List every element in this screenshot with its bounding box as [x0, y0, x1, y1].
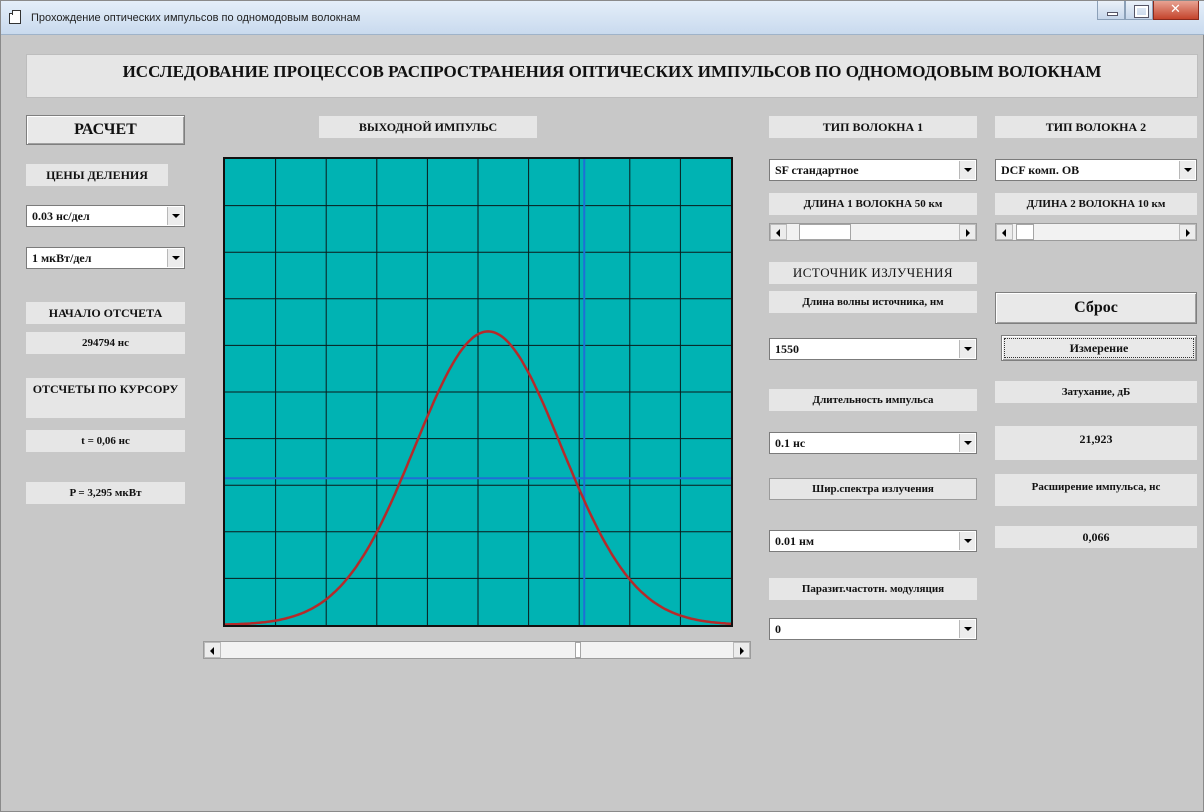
- fiber1-length-thumb[interactable]: [799, 224, 851, 240]
- window-controls: [1097, 1, 1199, 21]
- fiber1-label: ТИП ВОЛОКНА 1: [769, 116, 977, 138]
- fiber2-length-slider[interactable]: [995, 223, 1197, 241]
- chevron-down-icon[interactable]: [167, 207, 183, 225]
- chevron-down-icon[interactable]: [959, 434, 975, 452]
- fiber2-length-label: ДЛИНА 2 ВОЛОКНА 10 км: [995, 193, 1197, 215]
- attenuation-label: Затухание, дБ: [995, 381, 1197, 403]
- scroll-left-icon[interactable]: [770, 224, 787, 240]
- broadening-value: 0,066: [995, 526, 1197, 548]
- scroll-left-icon[interactable]: [204, 642, 221, 658]
- wavelength-select[interactable]: 1550: [769, 338, 977, 360]
- fiber2-length-thumb[interactable]: [1015, 224, 1034, 240]
- power-division-value: 1 мкВт/дел: [32, 251, 92, 265]
- attenuation-value: 21,923: [995, 426, 1197, 460]
- cursor-time-value: t = 0,06 нс: [26, 430, 185, 452]
- measure-button[interactable]: Измерение: [1001, 335, 1197, 361]
- spectrum-width-select[interactable]: 0.01 нм: [769, 530, 977, 552]
- fiber2-type-value: DCF комп. ОВ: [1001, 163, 1080, 177]
- cursor-power-value: P = 3,295 мкВт: [26, 482, 185, 504]
- chirp-select[interactable]: 0: [769, 618, 977, 640]
- reset-button[interactable]: Сброс: [995, 292, 1197, 324]
- chevron-down-icon[interactable]: [959, 620, 975, 638]
- scroll-right-icon[interactable]: [733, 642, 750, 658]
- fiber1-length-slider[interactable]: [769, 223, 977, 241]
- wavelength-label: Длина волны источника, нм: [769, 291, 977, 313]
- fiber1-type-value: SF стандартное: [775, 163, 859, 177]
- scroll-right-icon[interactable]: [959, 224, 976, 240]
- spectrum-width-value: 0.01 нм: [775, 534, 815, 548]
- duration-label: Длительность импульса: [769, 389, 977, 411]
- pulse-chart-svg: [225, 159, 732, 626]
- fiber1-type-select[interactable]: SF стандартное: [769, 159, 977, 181]
- time-scrollbar[interactable]: [203, 641, 751, 659]
- title-bar: Прохождение оптических импульсов по одно…: [1, 1, 1204, 35]
- fiber2-label: ТИП ВОЛОКНА 2: [995, 116, 1197, 138]
- time-division-value: 0.03 нс/дел: [32, 209, 90, 223]
- broadening-label: Расширение импульса, нс: [995, 474, 1197, 506]
- scroll-left-icon[interactable]: [996, 224, 1013, 240]
- calc-button[interactable]: РАСЧЕТ: [26, 115, 185, 145]
- chevron-down-icon[interactable]: [1179, 161, 1195, 179]
- power-division-select[interactable]: 1 мкВт/дел: [26, 247, 185, 269]
- source-label: ИСТОЧНИК ИЗЛУЧЕНИЯ: [769, 262, 977, 284]
- time-scrollbar-thumb[interactable]: [575, 642, 582, 658]
- origin-value: 294794 нс: [26, 332, 185, 354]
- chevron-down-icon[interactable]: [959, 532, 975, 550]
- plot-title: ВЫХОДНОЙ ИМПУЛЬС: [319, 116, 537, 138]
- app-window-icon: [9, 10, 21, 24]
- chevron-down-icon[interactable]: [959, 340, 975, 358]
- minimize-button[interactable]: [1097, 1, 1125, 20]
- window-title: Прохождение оптических импульсов по одно…: [31, 12, 361, 24]
- pulse-curve: [225, 330, 732, 626]
- chevron-down-icon[interactable]: [959, 161, 975, 179]
- chirp-value: 0: [775, 622, 781, 636]
- page-title: ИССЛЕДОВАНИЕ ПРОЦЕССОВ РАСПРОСТРАНЕНИЯ О…: [26, 54, 1198, 98]
- duration-select[interactable]: 0.1 нс: [769, 432, 977, 454]
- divisions-label: ЦЕНЫ ДЕЛЕНИЯ: [26, 164, 168, 186]
- chirp-label: Паразит.частотн. модуляция: [769, 578, 977, 600]
- close-button[interactable]: [1153, 1, 1199, 20]
- cursor-readout-label: ОТСЧЕТЫ ПО КУРСОРУ: [26, 378, 185, 418]
- duration-value: 0.1 нс: [775, 436, 806, 450]
- time-division-select[interactable]: 0.03 нс/дел: [26, 205, 185, 227]
- spectrum-width-label: Шир.спектра излучения: [769, 478, 977, 500]
- wavelength-value: 1550: [775, 342, 799, 356]
- origin-label: НАЧАЛО ОТСЧЕТА: [26, 302, 185, 324]
- pulse-plot[interactable]: [223, 157, 733, 627]
- chevron-down-icon[interactable]: [167, 249, 183, 267]
- fiber1-length-label: ДЛИНА 1 ВОЛОКНА 50 км: [769, 193, 977, 215]
- maximize-button[interactable]: [1125, 1, 1153, 20]
- fiber2-type-select[interactable]: DCF комп. ОВ: [995, 159, 1197, 181]
- scroll-right-icon[interactable]: [1179, 224, 1196, 240]
